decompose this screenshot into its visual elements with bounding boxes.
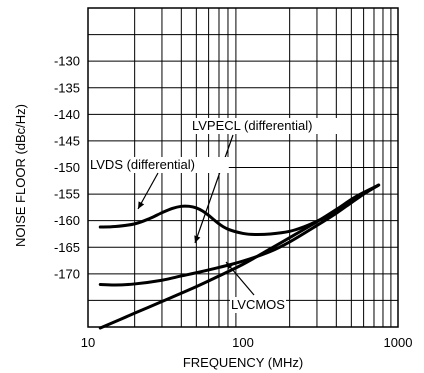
y-tick-label: -150 (54, 160, 80, 175)
annotations: LVPECL (differential) LVDS (differential)… (88, 118, 346, 313)
annotation-bg-lvpecl-differential (190, 118, 346, 134)
x-tick-label: 10 (81, 335, 95, 350)
series-line-lvpecl-differential (98, 183, 381, 287)
annotation-label-lvcmos: LVCMOS (231, 297, 285, 312)
series-line-lvcmos (98, 183, 381, 330)
y-tick-label: -170 (54, 266, 80, 281)
grid (88, 8, 398, 327)
x-tick-label: 100 (232, 335, 254, 350)
series-curves (98, 183, 381, 330)
plot-frame (87, 7, 399, 328)
x-tick-label: 1000 (384, 335, 413, 350)
x-axis-title: FREQUENCY (MHz) (183, 355, 303, 370)
y-tick-label: -165 (54, 240, 80, 255)
tick-labels: -130 -135 -140 -145 -150 -155 -160 -165 -170 10 10… (54, 54, 412, 350)
annotation-label-lvpecl-differential: LVPECL (differential) (192, 118, 312, 133)
y-tick-label: -130 (54, 54, 80, 69)
annotation-arrowhead-lvcmos (226, 262, 233, 270)
annotation-bg-lvcmos (230, 297, 286, 313)
y-tick-label: -145 (54, 133, 80, 148)
y-tick-label: -135 (54, 80, 80, 95)
y-tick-label: -140 (54, 107, 80, 122)
annotation-label-lvds-differential: LVDS (differential) (90, 157, 195, 172)
annotation-arrowhead-lvds-differential (138, 201, 145, 209)
y-tick-label: -155 (54, 187, 80, 202)
annotation-arrowhead-lvpecl-differential (194, 235, 201, 243)
annotation-bg-lvds-differential (88, 157, 229, 173)
annotation-leader-lvpecl-differential (194, 134, 234, 244)
y-axis-title: NOISE FLOOR (dBc/Hz) (13, 104, 28, 247)
y-tick-label: -160 (54, 213, 80, 228)
annotation-leader-lvcmos (225, 261, 255, 296)
